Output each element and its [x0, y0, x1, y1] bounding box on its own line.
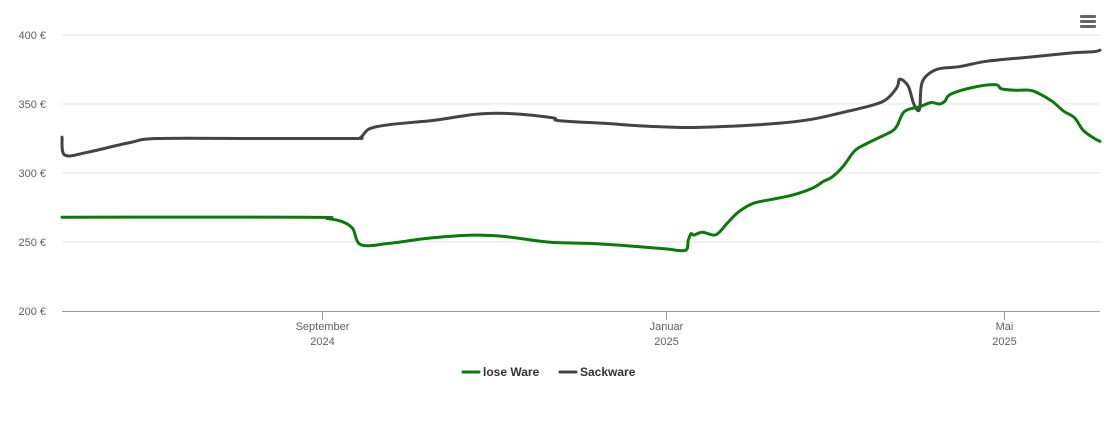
legend-label: Sackware — [580, 365, 636, 379]
y-axis: 200 € 250 € 300 € 350 € 400 € — [18, 30, 46, 318]
series-line-lose-ware[interactable] — [60, 83, 1102, 253]
y-tick-label: 400 € — [18, 30, 46, 42]
x-tick-label-year: 2024 — [310, 336, 334, 348]
legend: lose Ware Sackware — [461, 365, 636, 379]
series-line-sackware[interactable] — [60, 48, 1102, 158]
legend-item-lose-ware[interactable]: lose Ware — [461, 365, 540, 379]
hamburger-menu-icon[interactable] — [1076, 10, 1100, 32]
x-tick-label-year: 2025 — [992, 336, 1016, 348]
x-tick-label-month: September — [296, 321, 350, 333]
y-tick-label: 200 € — [18, 306, 46, 318]
x-tick-label-year: 2025 — [654, 336, 678, 348]
series-group — [60, 48, 1102, 253]
legend-label: lose Ware — [483, 365, 540, 379]
legend-item-sackware[interactable]: Sackware — [558, 365, 636, 379]
x-axis: September 2024 Januar 2025 Mai 2025 — [62, 311, 1100, 348]
x-tick-label-month: Mai — [996, 321, 1014, 333]
y-tick-label: 350 € — [18, 99, 46, 111]
y-tick-label: 250 € — [18, 237, 46, 249]
x-tick-label-month: Januar — [650, 321, 684, 333]
y-tick-label: 300 € — [18, 168, 46, 180]
